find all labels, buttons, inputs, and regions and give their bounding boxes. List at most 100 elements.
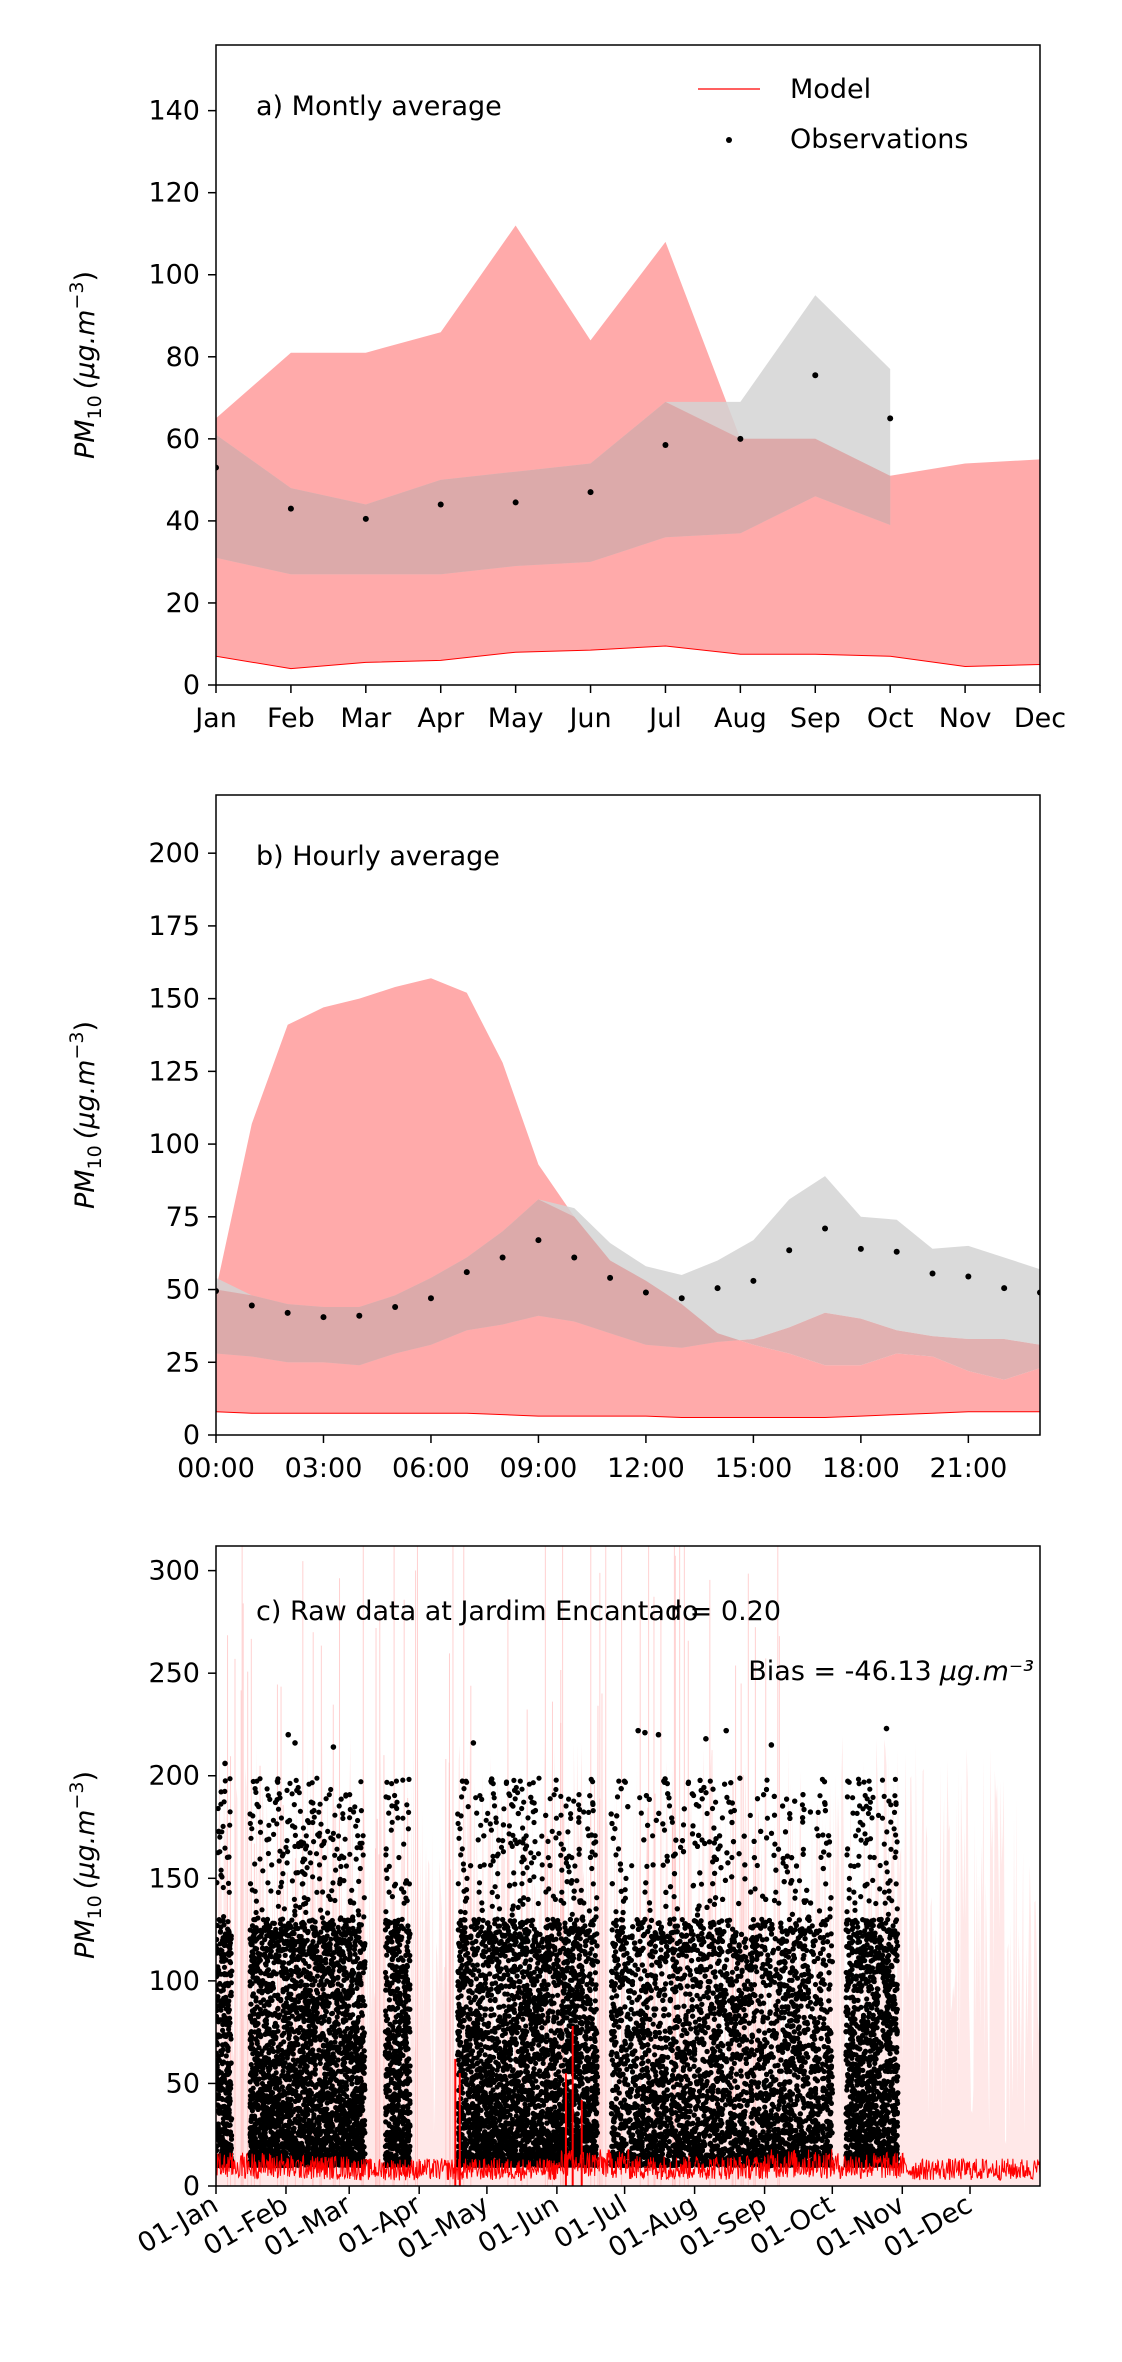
- observation-point: [222, 1778, 228, 1784]
- observation-point: [273, 1971, 279, 1977]
- observation-point: [248, 1835, 254, 1841]
- observation-point: [407, 2098, 413, 2104]
- observation-point: [355, 2014, 362, 2021]
- observation-point: [857, 1245, 864, 1252]
- a-ytick-label: 140: [148, 96, 200, 127]
- observation-point: [312, 2029, 318, 2035]
- observation-point: [216, 1949, 221, 1955]
- observation-point: [347, 2014, 353, 2021]
- observation-point: [296, 2058, 302, 2064]
- observation-point: [320, 1314, 327, 1321]
- observation-point: [224, 2001, 230, 2007]
- observation-point: [292, 1912, 298, 1918]
- observation-point: [325, 1925, 331, 1931]
- a-ytick-label: 20: [166, 588, 200, 619]
- observation-point: [281, 2104, 287, 2110]
- observation-point: [276, 1933, 282, 1939]
- observation-point: [385, 1947, 392, 1953]
- a-xtick-label: Nov: [939, 703, 992, 734]
- observation-point: [227, 1946, 233, 1952]
- observation-point: [258, 1933, 264, 1939]
- observation-point: [252, 1917, 258, 1923]
- observation-point: [296, 1973, 302, 1979]
- observation-point: [404, 2103, 410, 2109]
- observation-point: [292, 1968, 298, 1974]
- observation-point: [404, 1802, 410, 1808]
- observation-point: [312, 1930, 318, 1936]
- observation-point: [278, 2041, 284, 2047]
- observation-point: [281, 1940, 287, 1946]
- observation-point: [258, 1999, 264, 2005]
- observation-point: [340, 1925, 346, 1931]
- observation-point: [299, 2127, 305, 2133]
- observation-point: [394, 2032, 400, 2038]
- observation-point: [357, 1939, 363, 1945]
- observation-point: [355, 1817, 361, 1824]
- observation-point: [303, 1909, 309, 1915]
- observation-point: [342, 2128, 348, 2134]
- observation-point: [342, 1955, 348, 1961]
- observation-point: [216, 2057, 223, 2063]
- observation-point: [252, 1925, 258, 1931]
- observation-point: [331, 1950, 337, 1956]
- observation-point: [319, 2020, 325, 2026]
- observation-point: [255, 2141, 261, 2147]
- observation-point: [571, 1254, 578, 1261]
- observation-point: [289, 1791, 295, 1797]
- observation-point: [389, 1894, 395, 1900]
- observation-point: [294, 1787, 300, 1793]
- observation-point: [266, 2048, 273, 2054]
- observation-point: [260, 2075, 267, 2081]
- observation-point: [287, 1780, 293, 1786]
- observation-point: [228, 2142, 234, 2148]
- observation-point: [321, 1935, 327, 1941]
- observation-point: [394, 1799, 400, 1805]
- observation-point: [389, 1980, 395, 1986]
- observation-point: [334, 2143, 340, 2150]
- observation-point: [385, 2030, 391, 2036]
- observation-point: [218, 1789, 224, 1795]
- observation-point: [347, 2068, 353, 2074]
- observation-point: [264, 1786, 270, 1792]
- observation-point: [404, 2063, 410, 2070]
- observation-point: [397, 2018, 403, 2024]
- observation-point: [247, 2037, 253, 2043]
- observation-point: [316, 1833, 322, 1839]
- observation-point: [325, 2047, 331, 2053]
- observation-point: [325, 1951, 331, 1957]
- observation-point: [401, 1889, 407, 1895]
- observation-point: [406, 1776, 412, 1782]
- observation-point: [286, 2015, 292, 2021]
- observation-point: [281, 1906, 287, 1912]
- observation-point: [320, 2114, 326, 2120]
- observation-point: [358, 1808, 364, 1814]
- observation-point: [392, 2039, 398, 2045]
- observation-point: [291, 1896, 297, 1902]
- observation-point: [607, 1274, 614, 1281]
- observation-point: [300, 1825, 306, 1831]
- observation-point: [315, 2016, 322, 2022]
- observation-point: [256, 1988, 262, 1994]
- observation-point: [308, 1860, 314, 1866]
- observation-point: [473, 1976, 479, 1982]
- b-xtick-label: 00:00: [177, 1453, 255, 1484]
- observation-point: [392, 1996, 398, 2002]
- observation-point: [287, 1947, 293, 1953]
- observation-point: [254, 1946, 260, 1952]
- observation-point: [309, 1780, 315, 1786]
- observation-point: [512, 499, 519, 506]
- observation-point: [279, 2126, 285, 2132]
- observation-point: [249, 1965, 256, 1971]
- a-xtick-label: Sep: [790, 703, 841, 734]
- observation-point: [316, 2097, 322, 2103]
- observation-point: [228, 1980, 234, 1986]
- observation-point: [285, 1849, 291, 1855]
- observation-point: [328, 1835, 334, 1841]
- observation-point: [340, 2144, 346, 2150]
- a-ytick-label: 80: [166, 342, 200, 373]
- observation-point: [227, 2095, 233, 2101]
- observation-point: [272, 1799, 278, 1806]
- observation-point: [262, 2130, 268, 2136]
- observation-point: [217, 1980, 223, 1987]
- observation-point: [389, 1819, 395, 1825]
